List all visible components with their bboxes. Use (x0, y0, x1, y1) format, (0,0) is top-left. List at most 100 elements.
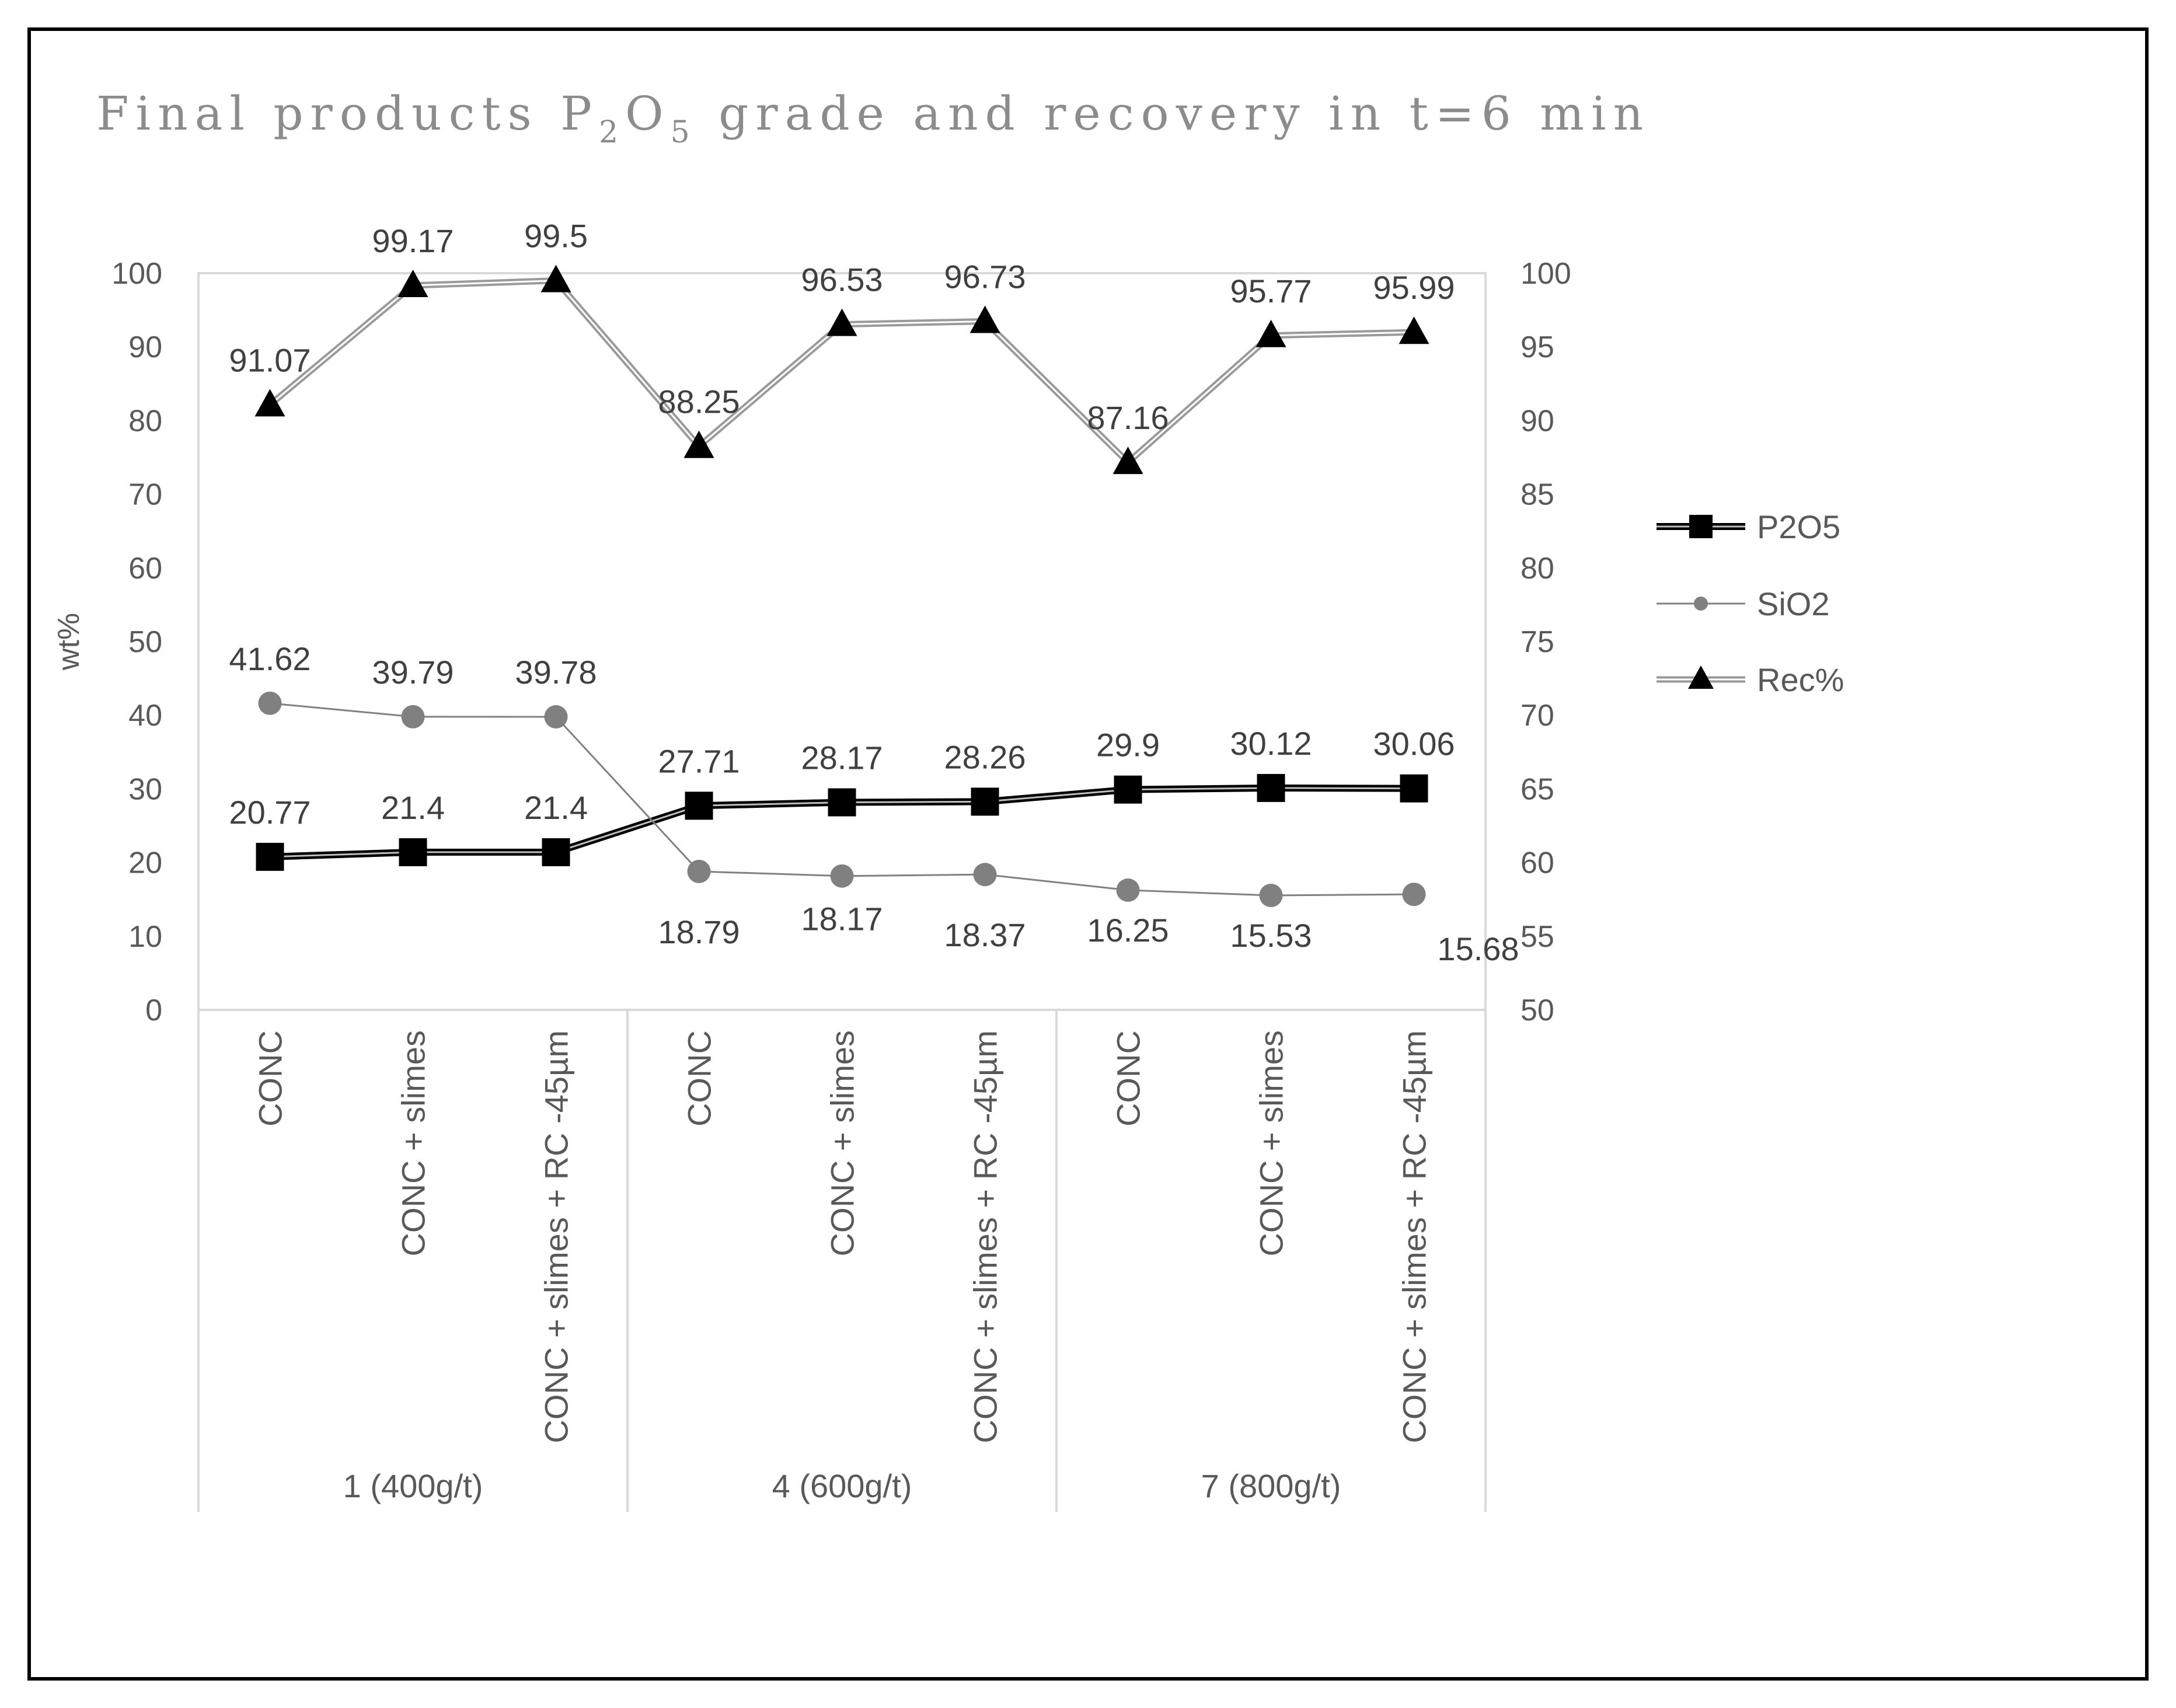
data-label-p2o5: 30.12 (1230, 725, 1312, 762)
data-label-recpct: 88.25 (658, 384, 740, 420)
marker-sio2 (973, 863, 997, 887)
category-labels: CONC CONC + slimes CONC + slimes + RC -45µ… (252, 1030, 1433, 1444)
figure-frame (27, 27, 2149, 1681)
marker-sio2 (544, 705, 568, 728)
marker-p2o5 (399, 838, 427, 866)
right-tick-label: 85 (1521, 478, 1554, 512)
data-label-sio2: 15.53 (1230, 917, 1312, 954)
legend-label-sio2: SiO2 (1757, 585, 1830, 622)
legend-marker-sio2 (1694, 597, 1708, 611)
left-tick-label: 40 (128, 699, 162, 733)
data-label-p2o5: 20.77 (229, 794, 311, 831)
category-label: CONC + slimes + RC -45µm (967, 1030, 1004, 1444)
marker-p2o5 (1114, 775, 1142, 804)
group-labels: 1 (400g/t) 4 (600g/t) 7 (800g/t) (343, 1468, 1341, 1504)
data-label-p2o5: 28.26 (944, 738, 1026, 775)
data-label-recpct: 96.73 (944, 259, 1026, 295)
category-label: CONC + slimes + RC -45µm (1396, 1030, 1433, 1444)
left-axis-ticks: 0 10 20 30 40 50 60 70 80 90 100 (111, 257, 162, 1027)
category-label: CONC + slimes (824, 1030, 861, 1256)
data-label-sio2: 39.78 (515, 654, 597, 691)
data-label-p2o5: 21.4 (524, 789, 588, 826)
legend-label-recpct: Rec% (1757, 661, 1844, 698)
legend-label-p2o5: P2O5 (1757, 508, 1840, 545)
right-tick-label: 60 (1521, 846, 1554, 880)
chart-title-prefix: Final products P (96, 86, 599, 141)
y-axis-title: wt% (52, 613, 86, 671)
left-tick-label: 30 (128, 772, 162, 806)
chart-title-o: O (625, 86, 671, 141)
marker-sio2 (1259, 884, 1283, 908)
group-label: 4 (600g/t) (772, 1468, 912, 1504)
marker-p2o5 (685, 792, 713, 820)
category-label: CONC (1110, 1030, 1147, 1127)
left-tick-label: 80 (128, 404, 162, 438)
data-label-sio2: 39.79 (372, 654, 454, 691)
marker-sio2 (258, 691, 282, 715)
right-tick-label: 80 (1521, 552, 1554, 585)
data-label-sio2: 18.37 (944, 916, 1026, 953)
data-label-p2o5: 27.71 (658, 743, 740, 779)
legend-marker-p2o5 (1689, 515, 1713, 538)
marker-recpct (1399, 316, 1429, 344)
marker-p2o5 (256, 842, 284, 871)
data-labels: 20.77 21.4 21.4 27.71 28.17 28.26 29.9 30.12 30.… (229, 218, 1519, 967)
marker-p2o5 (542, 838, 570, 866)
category-label: CONC + slimes (1253, 1030, 1290, 1256)
data-label-recpct: 99.17 (372, 222, 454, 259)
marker-p2o5 (828, 788, 856, 817)
right-tick-label: 100 (1521, 257, 1571, 291)
data-label-p2o5: 30.06 (1373, 726, 1455, 762)
right-tick-label: 55 (1521, 920, 1554, 954)
marker-recpct (970, 305, 1000, 333)
legend-marker-recpct (1688, 665, 1714, 689)
legend: P2O5 SiO2 Rec% (1657, 508, 1844, 698)
category-label: CONC + slimes (395, 1030, 432, 1256)
group-label: 1 (400g/t) (343, 1468, 483, 1504)
data-label-sio2: 18.17 (801, 901, 883, 937)
left-tick-label: 20 (128, 846, 162, 880)
marker-recpct (540, 264, 571, 292)
right-tick-label: 95 (1521, 330, 1554, 364)
marker-recpct (1256, 319, 1286, 347)
right-tick-label: 70 (1521, 699, 1554, 733)
left-tick-label: 0 (145, 994, 162, 1027)
left-tick-label: 90 (128, 330, 162, 364)
right-tick-label: 65 (1521, 772, 1554, 806)
left-tick-label: 100 (111, 257, 162, 291)
data-label-recpct: 95.77 (1230, 273, 1312, 309)
marker-recpct (1113, 447, 1143, 475)
marker-recpct (254, 389, 285, 417)
left-tick-label: 10 (128, 920, 162, 954)
data-label-recpct: 91.07 (229, 341, 311, 378)
left-tick-label: 50 (128, 625, 162, 659)
category-label: CONC (252, 1030, 289, 1127)
left-tick-label: 70 (128, 478, 162, 512)
data-label-recpct: 95.99 (1373, 269, 1455, 306)
marker-recpct (827, 308, 857, 336)
data-label-p2o5: 21.4 (381, 789, 445, 826)
data-label-recpct: 99.5 (524, 218, 588, 255)
data-label-sio2: 15.68 (1437, 930, 1519, 967)
data-label-p2o5: 28.17 (801, 739, 883, 776)
group-label: 7 (800g/t) (1201, 1468, 1341, 1504)
marker-sio2 (401, 705, 425, 728)
marker-p2o5 (1400, 774, 1428, 803)
data-label-sio2: 41.62 (229, 640, 311, 677)
marker-sio2 (1402, 883, 1426, 907)
series-markers (254, 264, 1429, 908)
chart-title-suffix: grade and recovery in t=6 min (697, 86, 1650, 141)
marker-recpct (397, 269, 428, 297)
right-tick-label: 50 (1521, 994, 1554, 1027)
category-label: CONC + slimes + RC -45µm (538, 1030, 575, 1444)
category-label: CONC (681, 1030, 718, 1127)
data-label-p2o5: 29.9 (1096, 727, 1160, 764)
chart-title: Final products P2O5 grade and recovery i… (96, 86, 1650, 150)
marker-sio2 (830, 864, 854, 888)
chart-title-subscript-2: 2 (599, 115, 625, 150)
right-axis-ticks: 50 55 60 65 70 75 80 85 90 95 100 (1521, 257, 1571, 1027)
marker-sio2 (687, 859, 711, 883)
left-tick-label: 60 (128, 552, 162, 585)
right-tick-label: 75 (1521, 625, 1554, 659)
